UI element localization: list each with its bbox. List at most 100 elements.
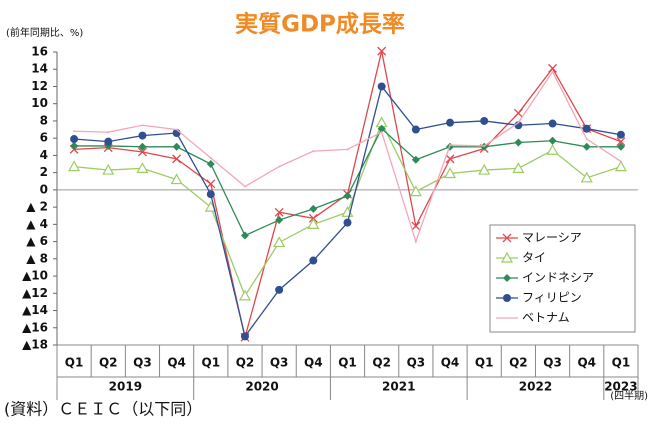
marker-x <box>172 154 182 164</box>
marker-diamond <box>206 160 215 169</box>
x-tick-label: Q2 <box>509 356 528 370</box>
point <box>141 124 144 127</box>
y-tick-label: 4 <box>40 148 48 162</box>
marker-diamond <box>343 191 352 200</box>
marker-diamond <box>377 124 386 133</box>
marker-diamond <box>138 142 147 151</box>
y-tick-label: 14 <box>31 62 48 76</box>
point <box>243 185 246 188</box>
y-tick-label: ▲10 <box>22 269 48 283</box>
marker-triangle <box>580 171 593 183</box>
marker-circle <box>343 218 352 227</box>
marker-diamond <box>172 142 181 151</box>
y-tick-label: 0 <box>40 182 48 196</box>
marker-circle <box>70 135 79 144</box>
marker-triangle <box>273 236 286 248</box>
point <box>346 148 349 151</box>
x-tick-label: Q2 <box>99 356 118 370</box>
marker-x <box>274 207 284 217</box>
marker-diamond <box>411 155 420 164</box>
marker-diamond <box>240 231 249 240</box>
point <box>619 160 622 163</box>
y-axis-label: (前年同期比、%) <box>6 26 83 39</box>
marker-circle <box>104 137 113 146</box>
marker-circle <box>377 82 386 91</box>
legend-label: タイ <box>522 251 546 265</box>
point <box>175 128 178 131</box>
marker-triangle <box>307 218 320 229</box>
marker-diamond <box>548 136 557 145</box>
point <box>380 131 383 134</box>
marker-circle <box>206 190 215 199</box>
marker-diamond <box>309 204 318 213</box>
chart-title: 実質GDP成長率 <box>235 11 405 38</box>
point <box>414 240 417 243</box>
legend-label: マレーシア <box>522 231 582 245</box>
y-tick-label: 10 <box>31 96 48 110</box>
marker-triangle <box>546 144 559 155</box>
marker-x <box>137 147 147 157</box>
point <box>312 150 315 153</box>
x-axis-label: (四半期) <box>610 389 648 402</box>
marker-circle <box>138 131 147 140</box>
marker-triangle <box>68 160 81 172</box>
legend-label: ベトナム <box>522 311 570 325</box>
point <box>517 121 520 124</box>
marker-diamond <box>503 274 511 282</box>
point <box>73 130 76 133</box>
marker <box>274 207 284 217</box>
marker-circle <box>616 130 625 139</box>
marker-circle <box>411 125 420 134</box>
marker-circle <box>548 119 557 128</box>
marker-circle <box>275 285 284 294</box>
marker-diamond <box>616 142 625 151</box>
y-tick-label: 12 <box>31 79 48 93</box>
marker-triangle <box>170 173 183 185</box>
marker <box>172 154 182 164</box>
x-tick-label: Q1 <box>65 356 84 370</box>
marker <box>502 233 512 243</box>
marker-x <box>411 221 421 231</box>
x-tick-label: Q4 <box>304 356 323 370</box>
legend-label: インドネシア <box>522 271 594 285</box>
marker-triangle <box>238 289 251 301</box>
marker-diamond <box>275 216 284 225</box>
x-tick-label: Q3 <box>133 356 152 370</box>
y-tick-label: 8 <box>40 113 48 127</box>
point <box>551 70 554 73</box>
marker <box>411 221 421 231</box>
marker-triangle <box>102 163 115 175</box>
y-tick-label: ▲ 2 <box>26 200 48 214</box>
year-label: 2020 <box>245 380 278 394</box>
year-label: 2023 <box>604 380 637 394</box>
point <box>107 131 110 134</box>
marker-diamond <box>582 142 591 151</box>
marker-diamond <box>514 138 523 147</box>
x-tick-label: Q4 <box>441 356 460 370</box>
x-tick-label: Q3 <box>543 356 562 370</box>
x-tick-label: Q1 <box>202 356 221 370</box>
y-tick-label: ▲ 6 <box>26 234 48 248</box>
point <box>209 156 212 159</box>
marker <box>616 137 626 147</box>
x-tick-label: Q1 <box>338 356 357 370</box>
marker-x <box>445 154 455 164</box>
y-tick-label: ▲16 <box>22 320 48 334</box>
marker-circle <box>240 332 249 341</box>
point <box>278 165 281 168</box>
marker-circle <box>480 116 489 125</box>
source-note: (資料）ＣＥＩＣ（以下同） <box>4 400 202 419</box>
y-tick-label: ▲12 <box>22 286 48 300</box>
point <box>449 144 452 147</box>
point <box>585 138 588 141</box>
y-tick-label: ▲14 <box>22 303 48 317</box>
marker-triangle <box>614 160 627 172</box>
year-label: 2021 <box>382 380 415 394</box>
marker-triangle <box>444 167 457 179</box>
y-tick-label: ▲ 4 <box>26 217 48 231</box>
marker-x <box>502 233 512 243</box>
marker-diamond <box>70 141 79 150</box>
marker-x <box>616 137 626 147</box>
